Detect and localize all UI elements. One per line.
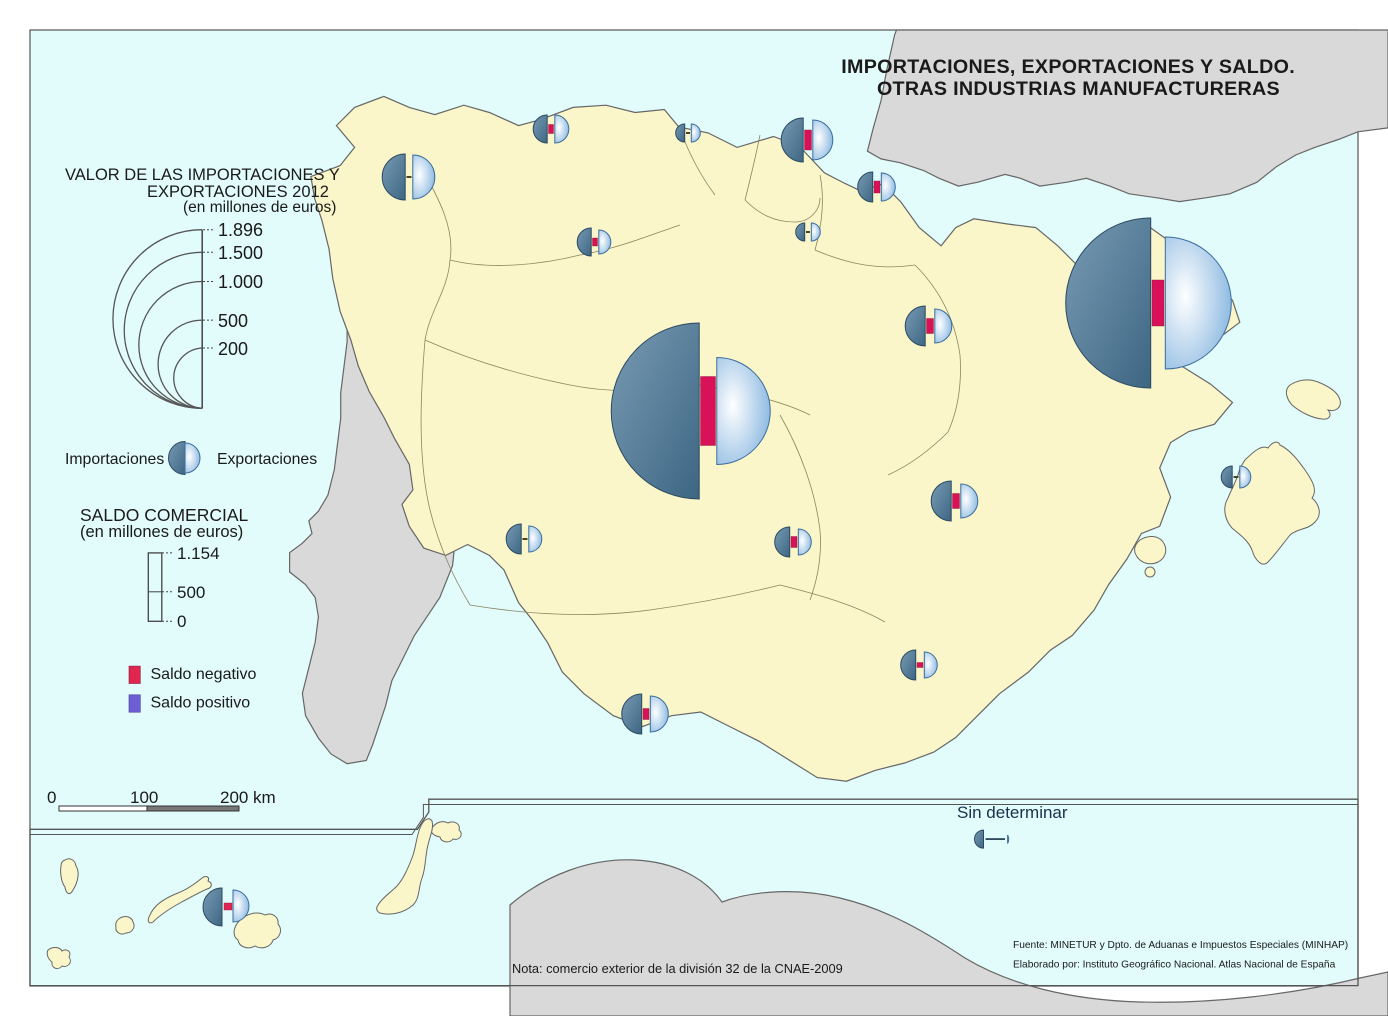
- svg-text:(en millones de euros): (en millones de euros): [183, 199, 336, 216]
- svg-text:Elaborado por: Instituto Geogr: Elaborado por: Instituto Geográfico Naci…: [1013, 960, 1336, 971]
- svg-text:1.896: 1.896: [218, 220, 263, 240]
- svg-text:(en millones de euros): (en millones de euros): [80, 523, 243, 541]
- svg-text:1.154: 1.154: [177, 544, 220, 563]
- svg-text:OTRAS INDUSTRIAS MANUFACTURERA: OTRAS INDUSTRIAS MANUFACTURERAS: [877, 78, 1280, 100]
- svg-text:200: 200: [218, 339, 248, 359]
- svg-text:IMPORTACIONES, EXPORTACIONES Y: IMPORTACIONES, EXPORTACIONES Y SALDO.: [841, 56, 1295, 78]
- svg-text:200: 200: [220, 788, 248, 807]
- svg-text:km: km: [253, 788, 276, 807]
- svg-text:0: 0: [177, 612, 186, 631]
- svg-text:1.500: 1.500: [218, 243, 263, 263]
- svg-text:Exportaciones: Exportaciones: [217, 451, 317, 468]
- svg-text:Nota: comercio exterior de la: Nota: comercio exterior de la división 3…: [512, 961, 843, 976]
- svg-text:1.000: 1.000: [218, 272, 263, 292]
- svg-text:Importaciones: Importaciones: [65, 451, 164, 468]
- svg-text:Fuente: MINETUR y Dpto. de Adu: Fuente: MINETUR y Dpto. de Aduanas e Imp…: [1013, 940, 1348, 951]
- svg-text:0: 0: [47, 788, 56, 807]
- svg-text:Sin determinar: Sin determinar: [957, 803, 1068, 822]
- svg-text:500: 500: [218, 311, 248, 331]
- svg-text:Saldo positivo: Saldo positivo: [151, 695, 251, 712]
- svg-text:Saldo negativo: Saldo negativo: [151, 666, 257, 683]
- svg-text:100: 100: [130, 788, 158, 807]
- svg-text:SALDO COMERCIAL: SALDO COMERCIAL: [80, 505, 248, 525]
- svg-text:VALOR DE LAS IMPORTACIONES Y: VALOR DE LAS IMPORTACIONES Y: [65, 166, 340, 184]
- svg-text:500: 500: [177, 583, 205, 602]
